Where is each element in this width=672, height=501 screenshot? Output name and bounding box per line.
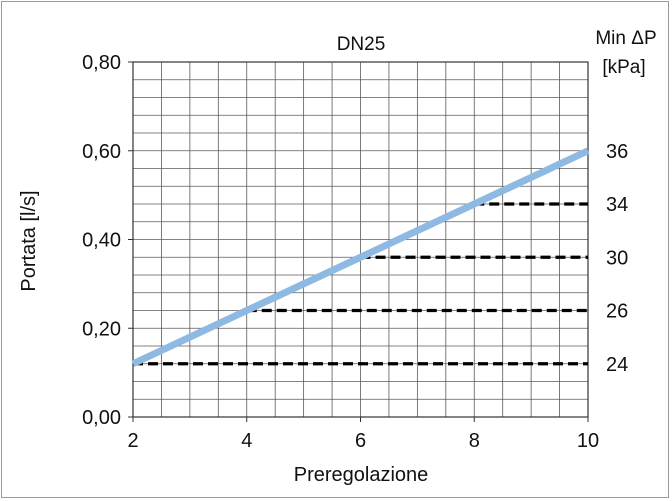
reference-lines xyxy=(133,202,588,366)
x-tick-label: 4 xyxy=(241,430,252,452)
x-axis-title: Preregolazione xyxy=(294,464,429,486)
y-axis-title: Portata [l/s] xyxy=(18,190,40,291)
y-tick-labels: 0,00 0,20 0,40 0,60 0,80 xyxy=(82,52,133,429)
y-tick-label: 0,40 xyxy=(82,230,121,252)
x-tick-labels: 2 4 6 8 10 xyxy=(127,417,599,452)
x-tick-label: 10 xyxy=(577,430,599,452)
y-tick-label: 0,80 xyxy=(82,52,121,74)
grid xyxy=(133,62,588,417)
series xyxy=(131,147,590,367)
portata-series-line xyxy=(131,147,590,367)
right-axis-unit: [kPa] xyxy=(602,57,645,78)
y-tick-label: 0,20 xyxy=(82,318,121,340)
right-labels: 36 34 30 26 24 xyxy=(606,141,628,376)
right-kpa-label: 30 xyxy=(606,247,628,269)
right-axis-title: Min ΔP xyxy=(595,28,656,49)
right-kpa-label: 24 xyxy=(606,354,628,376)
right-kpa-label: 34 xyxy=(606,194,628,216)
x-tick-label: 6 xyxy=(355,430,366,452)
y-tick-label: 0,00 xyxy=(82,407,121,429)
x-tick-label: 2 xyxy=(127,430,138,452)
y-tick-label: 0,60 xyxy=(82,141,121,163)
right-kpa-label: 36 xyxy=(606,141,628,163)
chart-title: DN25 xyxy=(337,34,386,55)
x-tick-label: 8 xyxy=(469,430,480,452)
right-kpa-label: 26 xyxy=(606,301,628,323)
